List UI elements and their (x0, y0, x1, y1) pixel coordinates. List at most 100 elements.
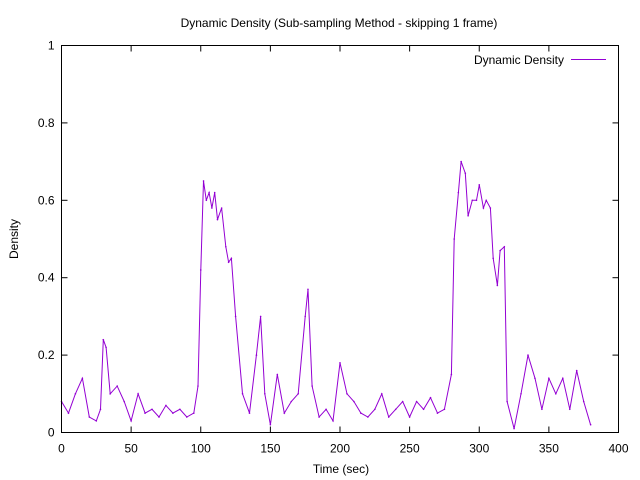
data-point (109, 393, 112, 395)
data-point (211, 207, 213, 209)
x-tick-label: 50 (124, 442, 138, 456)
x-tick-label: 200 (330, 442, 350, 456)
data-point (197, 385, 199, 387)
data-point (158, 416, 160, 418)
x-tick-label: 400 (608, 442, 628, 456)
data-point (248, 412, 251, 414)
x-tick-label: 150 (260, 442, 280, 456)
series-line-dynamic-density (61, 161, 592, 429)
data-point (202, 180, 205, 182)
data-point (367, 416, 369, 418)
plot-frame (61, 45, 619, 433)
data-point (105, 346, 107, 349)
data-point (506, 400, 508, 403)
data-point (457, 191, 460, 194)
data-point (471, 199, 474, 202)
data-point (460, 160, 462, 163)
data-point (499, 249, 501, 252)
data-point (269, 423, 272, 426)
data-point (234, 315, 237, 318)
data-point (74, 393, 77, 395)
data-point (290, 400, 293, 403)
data-point (387, 416, 390, 418)
data-point (95, 420, 98, 422)
data-point (555, 393, 557, 395)
data-point (255, 354, 258, 356)
data-point (562, 377, 564, 380)
data-point (283, 412, 286, 414)
data-point (332, 420, 334, 422)
data-point (489, 207, 492, 209)
data-point (541, 408, 543, 411)
data-point (475, 199, 478, 202)
data-point (165, 404, 167, 407)
data-point (485, 199, 488, 202)
data-point (478, 184, 481, 186)
data-point (81, 377, 84, 380)
data-point (172, 412, 174, 414)
y-tick-label: 0.4 (38, 271, 55, 285)
axis-tick-labels: 0 50 100 150 200 250 300 350 400 0 0.2 0.4 0.6 0.8 1 (38, 39, 629, 456)
data-point (408, 416, 411, 418)
y-tick-label: 1 (48, 39, 55, 53)
data-point (503, 245, 506, 248)
data-point (436, 412, 439, 414)
data-point (346, 393, 348, 395)
x-tick-label: 350 (539, 442, 559, 456)
data-point (151, 408, 153, 411)
data-point (264, 393, 266, 395)
data-point (589, 423, 592, 426)
data-point (130, 420, 132, 422)
legend-label-dynamic-density: Dynamic Density (474, 53, 564, 67)
chart-title: Dynamic Density (Sub-sampling Method - s… (181, 16, 498, 30)
data-point (208, 191, 210, 194)
data-point (205, 199, 208, 202)
data-point (179, 408, 181, 411)
data-point (99, 408, 102, 411)
data-point (534, 377, 536, 380)
data-point (144, 412, 146, 414)
data-point (88, 416, 91, 418)
y-axis-label: Density (7, 219, 21, 259)
data-point (311, 385, 313, 387)
data-point (220, 207, 223, 209)
y-tick-label: 0.6 (38, 193, 55, 207)
data-point (325, 408, 327, 411)
data-point (568, 408, 571, 411)
data-point (582, 400, 585, 403)
y-tick-label: 0.8 (38, 116, 55, 130)
data-point (186, 416, 188, 418)
data-point (482, 207, 485, 209)
x-tick-label: 250 (400, 442, 420, 456)
data-point (192, 412, 195, 414)
data-point (276, 373, 279, 376)
data-point (230, 257, 233, 260)
x-tick-label: 100 (191, 442, 211, 456)
data-point (401, 400, 404, 403)
data-point (443, 408, 446, 411)
data-point (259, 315, 262, 318)
x-tick-label: 300 (469, 442, 489, 456)
data-point (415, 400, 418, 403)
data-point (304, 315, 306, 318)
data-point (575, 369, 578, 372)
data-point (297, 393, 300, 395)
data-point (380, 393, 383, 395)
data-point (67, 412, 70, 414)
data-point (241, 393, 244, 395)
data-point (548, 377, 550, 380)
data-point (453, 238, 455, 240)
data-point (137, 393, 139, 395)
data-point (527, 354, 529, 356)
data-point (513, 427, 515, 430)
y-tick-label: 0.2 (38, 348, 55, 362)
data-point (353, 400, 355, 403)
data-point (492, 257, 494, 260)
data-point (318, 416, 320, 418)
y-tick-label: 0 (48, 426, 55, 440)
data-point (199, 269, 202, 271)
data-point (464, 172, 467, 175)
data-point (520, 393, 522, 395)
